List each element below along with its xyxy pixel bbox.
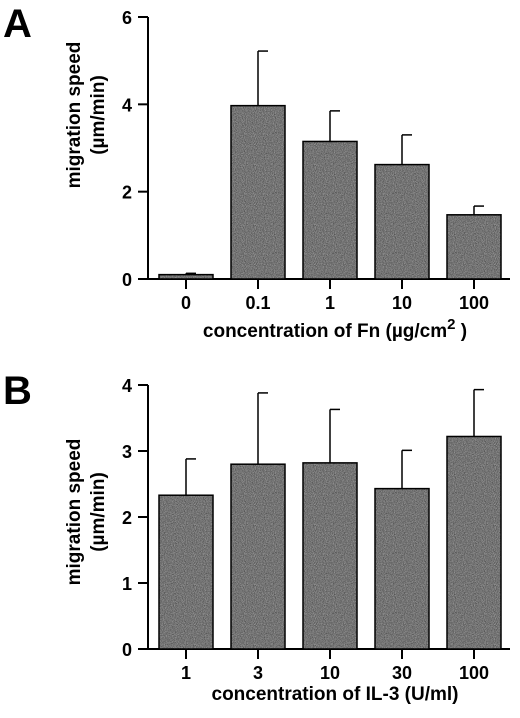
- panel-a-x-tick-label: 10: [392, 293, 412, 313]
- panel-a-y-label: migration speed (µm/min): [64, 42, 109, 189]
- panel-a-bar: [158, 273, 214, 280]
- panel-a-y-tick-label: 4: [122, 95, 132, 115]
- panel-a-x-tick-label: 0: [181, 293, 191, 313]
- panel-a-bar: [446, 214, 502, 280]
- panel-a-bar: [230, 104, 286, 280]
- panel-b-y-label-line1: migration speed: [64, 439, 85, 586]
- panel-b-bar: [158, 494, 214, 650]
- panel-a-plot: 0 2 4 6 0 0.1 1 10 100: [122, 8, 510, 313]
- panel-a: A migration speed (µm/min) 0 2 4 6 0 0.1 1 10 10…: [3, 2, 510, 342]
- panel-b-x-tick-label: 100: [459, 663, 489, 683]
- panel-a-bar: [302, 140, 358, 280]
- panel-b-x-label: concentration of IL-3 (U/ml): [212, 684, 459, 705]
- panel-b-bar: [230, 463, 286, 650]
- panel-b-x-tick-label: 1: [181, 663, 191, 683]
- panel-a-y-label-line2: (µm/min): [88, 75, 109, 155]
- panel-b: B migration speed (µm/min) 0 1 2 3 4 1 3 10 30 10…: [3, 369, 510, 705]
- panel-b-x-tick-label: 10: [320, 663, 340, 683]
- panel-b-y-tick-label: 4: [122, 376, 132, 396]
- panel-b-y-tick-label: 3: [122, 442, 132, 462]
- panel-a-x-tick-label: 0.1: [245, 293, 270, 313]
- panel-a-bar: [374, 163, 430, 280]
- panel-a-x-tick-label: 100: [459, 293, 489, 313]
- panel-b-y-tick-label: 0: [122, 640, 132, 660]
- panel-b-bar: [446, 435, 502, 650]
- panel-b-x-tick-label: 3: [253, 663, 263, 683]
- panel-b-x-label-main: concentration of IL-3 (U/ml): [212, 684, 459, 705]
- panel-b-letter: B: [3, 369, 32, 413]
- panel-b-y-tick-label: 1: [122, 574, 132, 594]
- panel-a-y-tick-label: 0: [122, 270, 132, 290]
- panel-b-bar: [374, 487, 430, 650]
- panel-b-plot: 0 1 2 3 4 1 3 10 30 100: [122, 376, 510, 683]
- panel-a-letter: A: [3, 2, 32, 46]
- panel-b-bar: [302, 462, 358, 650]
- panel-a-y-tick-label: 2: [122, 183, 132, 203]
- panel-a-x-label-tail: ): [455, 321, 467, 342]
- panel-a-x-label: concentration of Fn (µg/cm2 ): [203, 316, 467, 342]
- panel-a-y-tick-label: 6: [122, 8, 132, 28]
- panel-a-y-label-line1: migration speed: [64, 42, 85, 189]
- panel-b-y-tick-label: 2: [122, 508, 132, 528]
- panel-a-x-label-main: concentration of Fn (µg/cm: [203, 321, 447, 342]
- panel-b-y-label-line2: (µm/min): [88, 472, 109, 552]
- panel-a-x-label-sup: 2: [447, 316, 455, 333]
- panel-b-y-label: migration speed (µm/min): [64, 439, 109, 586]
- panel-b-x-tick-label: 30: [392, 663, 412, 683]
- panel-a-x-tick-label: 1: [325, 293, 335, 313]
